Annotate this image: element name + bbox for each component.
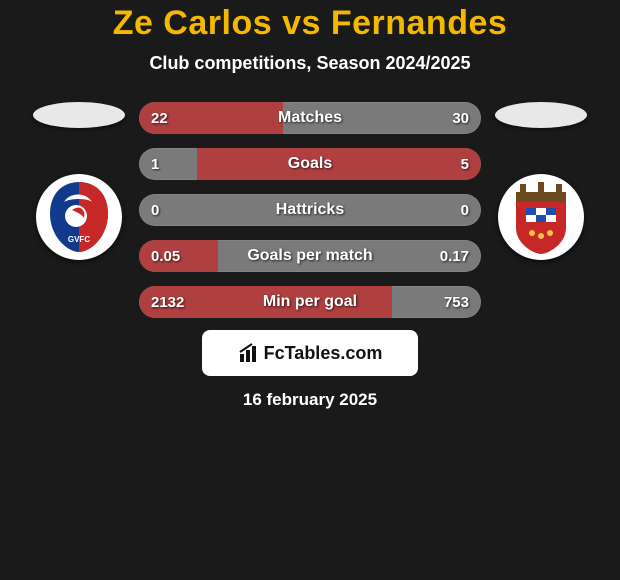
stat-bar: 00Hattricks [139,194,481,226]
player-placeholder-left [33,102,125,128]
chart-icon [238,342,260,364]
braga-logo-icon [498,174,584,260]
stats-column: 2230Matches 15Goals 00Hattricks 0.050.17Goa… [139,102,481,318]
right-side-col [481,102,601,260]
comparison-card: Ze Carlos vs Fernandes Club competitions… [0,0,620,580]
stat-label: Min per goal [139,286,481,318]
player-placeholder-right [495,102,587,128]
stat-bar: 2132753Min per goal [139,286,481,318]
left-side-col: GVFC [19,102,139,260]
left-club-logo: GVFC [36,174,122,260]
stat-bar: 2230Matches [139,102,481,134]
brand-label: FcTables.com [264,343,383,364]
stat-bar: 0.050.17Goals per match [139,240,481,272]
stat-label: Matches [139,102,481,134]
svg-text:GVFC: GVFC [68,235,90,244]
page-title: Ze Carlos vs Fernandes [113,4,508,43]
stat-label: Goals [139,148,481,180]
main-row: GVFC 2230Matches 15Goals 00Hattricks 0.050.… [0,102,620,318]
stat-label: Goals per match [139,240,481,272]
right-club-logo [498,174,584,260]
date-label: 16 february 2025 [243,390,377,410]
page-subtitle: Club competitions, Season 2024/2025 [149,53,470,74]
brand-badge[interactable]: FcTables.com [202,330,418,376]
stat-label: Hattricks [139,194,481,226]
gvfc-logo-icon: GVFC [36,174,122,260]
stat-bar: 15Goals [139,148,481,180]
